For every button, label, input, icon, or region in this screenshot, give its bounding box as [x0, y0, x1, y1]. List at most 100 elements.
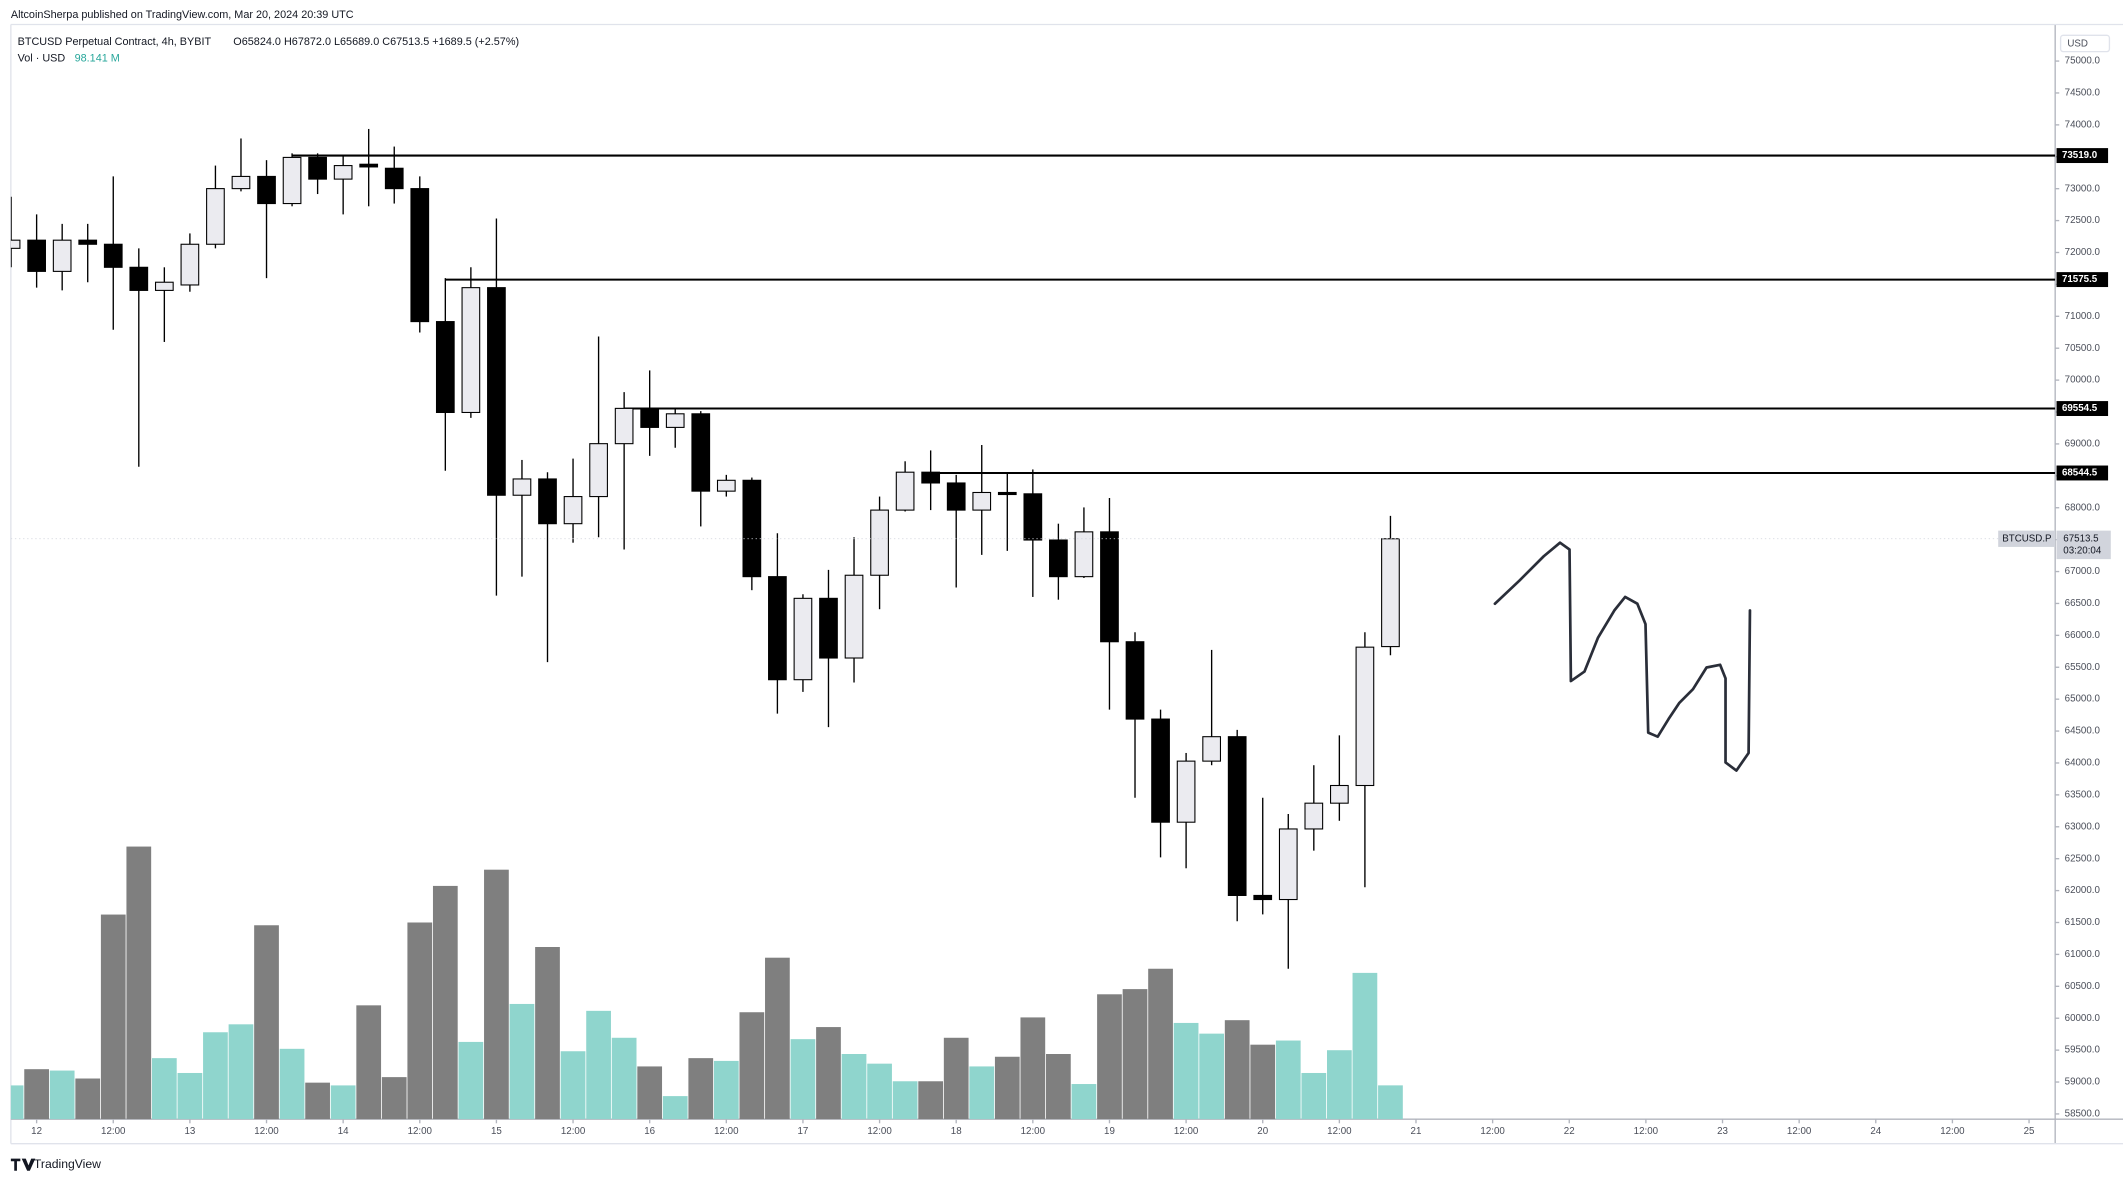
- volume-bar: [75, 1078, 101, 1120]
- volume-bar: [765, 957, 790, 1120]
- candle-body: [538, 478, 557, 525]
- x-tick-label: 20: [1257, 1126, 1268, 1137]
- y-tick-label: 69000.0: [2065, 439, 2101, 450]
- x-tick-label: 15: [491, 1126, 502, 1137]
- volume-bar: [10, 1085, 24, 1120]
- volume-bar: [1173, 1022, 1199, 1120]
- footer: TradingView: [34, 1157, 101, 1171]
- volume-bar: [867, 1063, 892, 1120]
- candle-body: [1355, 646, 1375, 787]
- x-tick-label: 24: [1870, 1126, 1881, 1137]
- volume-legend: Vol · USD: [18, 52, 66, 64]
- volume-bar: [790, 1039, 816, 1120]
- volume-bar: [100, 914, 126, 1120]
- level-label: 71575.5: [2062, 274, 2098, 285]
- candle-body: [461, 287, 481, 414]
- volume-bar: [305, 1082, 330, 1120]
- volume-bar: [1378, 1085, 1403, 1120]
- candle-body: [1330, 784, 1349, 804]
- candle-body: [180, 243, 200, 286]
- y-tick-label: 64000.0: [2065, 758, 2101, 769]
- candle-body: [1253, 894, 1273, 901]
- candle-body: [819, 597, 838, 659]
- symbol-tag-box: [1998, 530, 2056, 547]
- x-tick-label: 12:00: [1480, 1126, 1505, 1137]
- x-tick-label: 14: [338, 1126, 349, 1137]
- candle-body: [206, 188, 225, 245]
- volume-bar: [1250, 1044, 1276, 1120]
- volume-bar: [432, 885, 458, 1120]
- candle-body: [1100, 531, 1119, 643]
- candle-body: [844, 574, 864, 659]
- x-tick-label: 12:00: [408, 1126, 433, 1137]
- volume-bar: [49, 1070, 75, 1120]
- level-label-box: [2056, 401, 2109, 417]
- candle-body: [563, 496, 583, 525]
- volume-bar: [381, 1077, 407, 1120]
- candle-body: [1125, 641, 1145, 720]
- x-tick-label: 12:00: [1021, 1126, 1046, 1137]
- last-price-box: [2056, 530, 2111, 560]
- y-tick-label: 59500.0: [2065, 1045, 2101, 1056]
- candle-body: [691, 413, 711, 492]
- candle-body: [1023, 493, 1043, 541]
- volume-bar: [535, 947, 560, 1120]
- currency-box[interactable]: [2059, 34, 2111, 53]
- candle-body: [154, 281, 174, 291]
- y-tick-label: 74500.0: [2065, 88, 2101, 99]
- last-price-label: 67513.5: [2063, 533, 2099, 544]
- volume-bar: [1352, 972, 1378, 1120]
- y-tick-label: 65500.0: [2065, 662, 2101, 673]
- volume-bar: [1224, 1020, 1250, 1120]
- x-tick-label: 12:00: [254, 1126, 279, 1137]
- volume-bar: [994, 1056, 1020, 1120]
- volume-bar: [739, 1012, 765, 1120]
- volume-bar: [611, 1037, 637, 1120]
- candle-body: [1278, 828, 1298, 901]
- candle-body: [333, 165, 353, 180]
- candle-body: [614, 407, 634, 445]
- candle-body: [52, 239, 72, 272]
- x-tick-label: 12:00: [561, 1126, 586, 1137]
- candle-body: [1151, 718, 1170, 823]
- level-label-box: [2056, 148, 2109, 164]
- volume-bar: [560, 1051, 586, 1120]
- y-tick-label: 70500.0: [2065, 343, 2101, 354]
- publisher: AltcoinSherpa published on TradingView.c…: [11, 9, 354, 21]
- level-label-box: [2056, 272, 2109, 288]
- x-tick-label: 19: [1104, 1126, 1115, 1137]
- y-tick-label: 66500.0: [2065, 598, 2101, 609]
- volume-bar: [943, 1037, 969, 1120]
- candle-body: [487, 287, 506, 496]
- candle-body: [742, 479, 762, 578]
- symbol: BTCUSD Perpetual Contract, 4h, BYBIT: [18, 36, 212, 48]
- volume-bar: [1020, 1017, 1046, 1120]
- candle-body: [1202, 736, 1222, 762]
- x-tick-label: 17: [798, 1126, 809, 1137]
- y-tick-label: 66000.0: [2065, 630, 2101, 641]
- plot: [10, 128, 2056, 1120]
- volume-bar: [1301, 1072, 1327, 1120]
- y-tick-label: 74000.0: [2065, 119, 2101, 130]
- volume-bar: [1097, 994, 1122, 1120]
- y-tick-label: 59000.0: [2065, 1077, 2101, 1088]
- y-tick-label: 61500.0: [2065, 917, 2101, 928]
- candle-body: [27, 239, 46, 272]
- currency[interactable]: USD: [2067, 39, 2088, 50]
- candle-body: [10, 239, 21, 249]
- level-label: 73519.0: [2062, 150, 2098, 161]
- x-tick-label: 23: [1717, 1126, 1728, 1137]
- volume-bar: [509, 1003, 535, 1120]
- y-tick-label: 72500.0: [2065, 215, 2101, 226]
- y-tick-label: 72000.0: [2065, 247, 2101, 258]
- candle-body: [1074, 531, 1094, 578]
- candle-body: [870, 509, 889, 576]
- x-tick-label: 12:00: [1174, 1126, 1199, 1137]
- volume-bar: [330, 1085, 356, 1120]
- candle-body: [793, 597, 813, 681]
- volume-bar: [1148, 968, 1173, 1120]
- volume-bar: [969, 1066, 995, 1120]
- y-tick-label: 58500.0: [2065, 1109, 2101, 1120]
- candle-body: [435, 321, 455, 414]
- x-tick-label: 12:00: [1940, 1126, 1965, 1137]
